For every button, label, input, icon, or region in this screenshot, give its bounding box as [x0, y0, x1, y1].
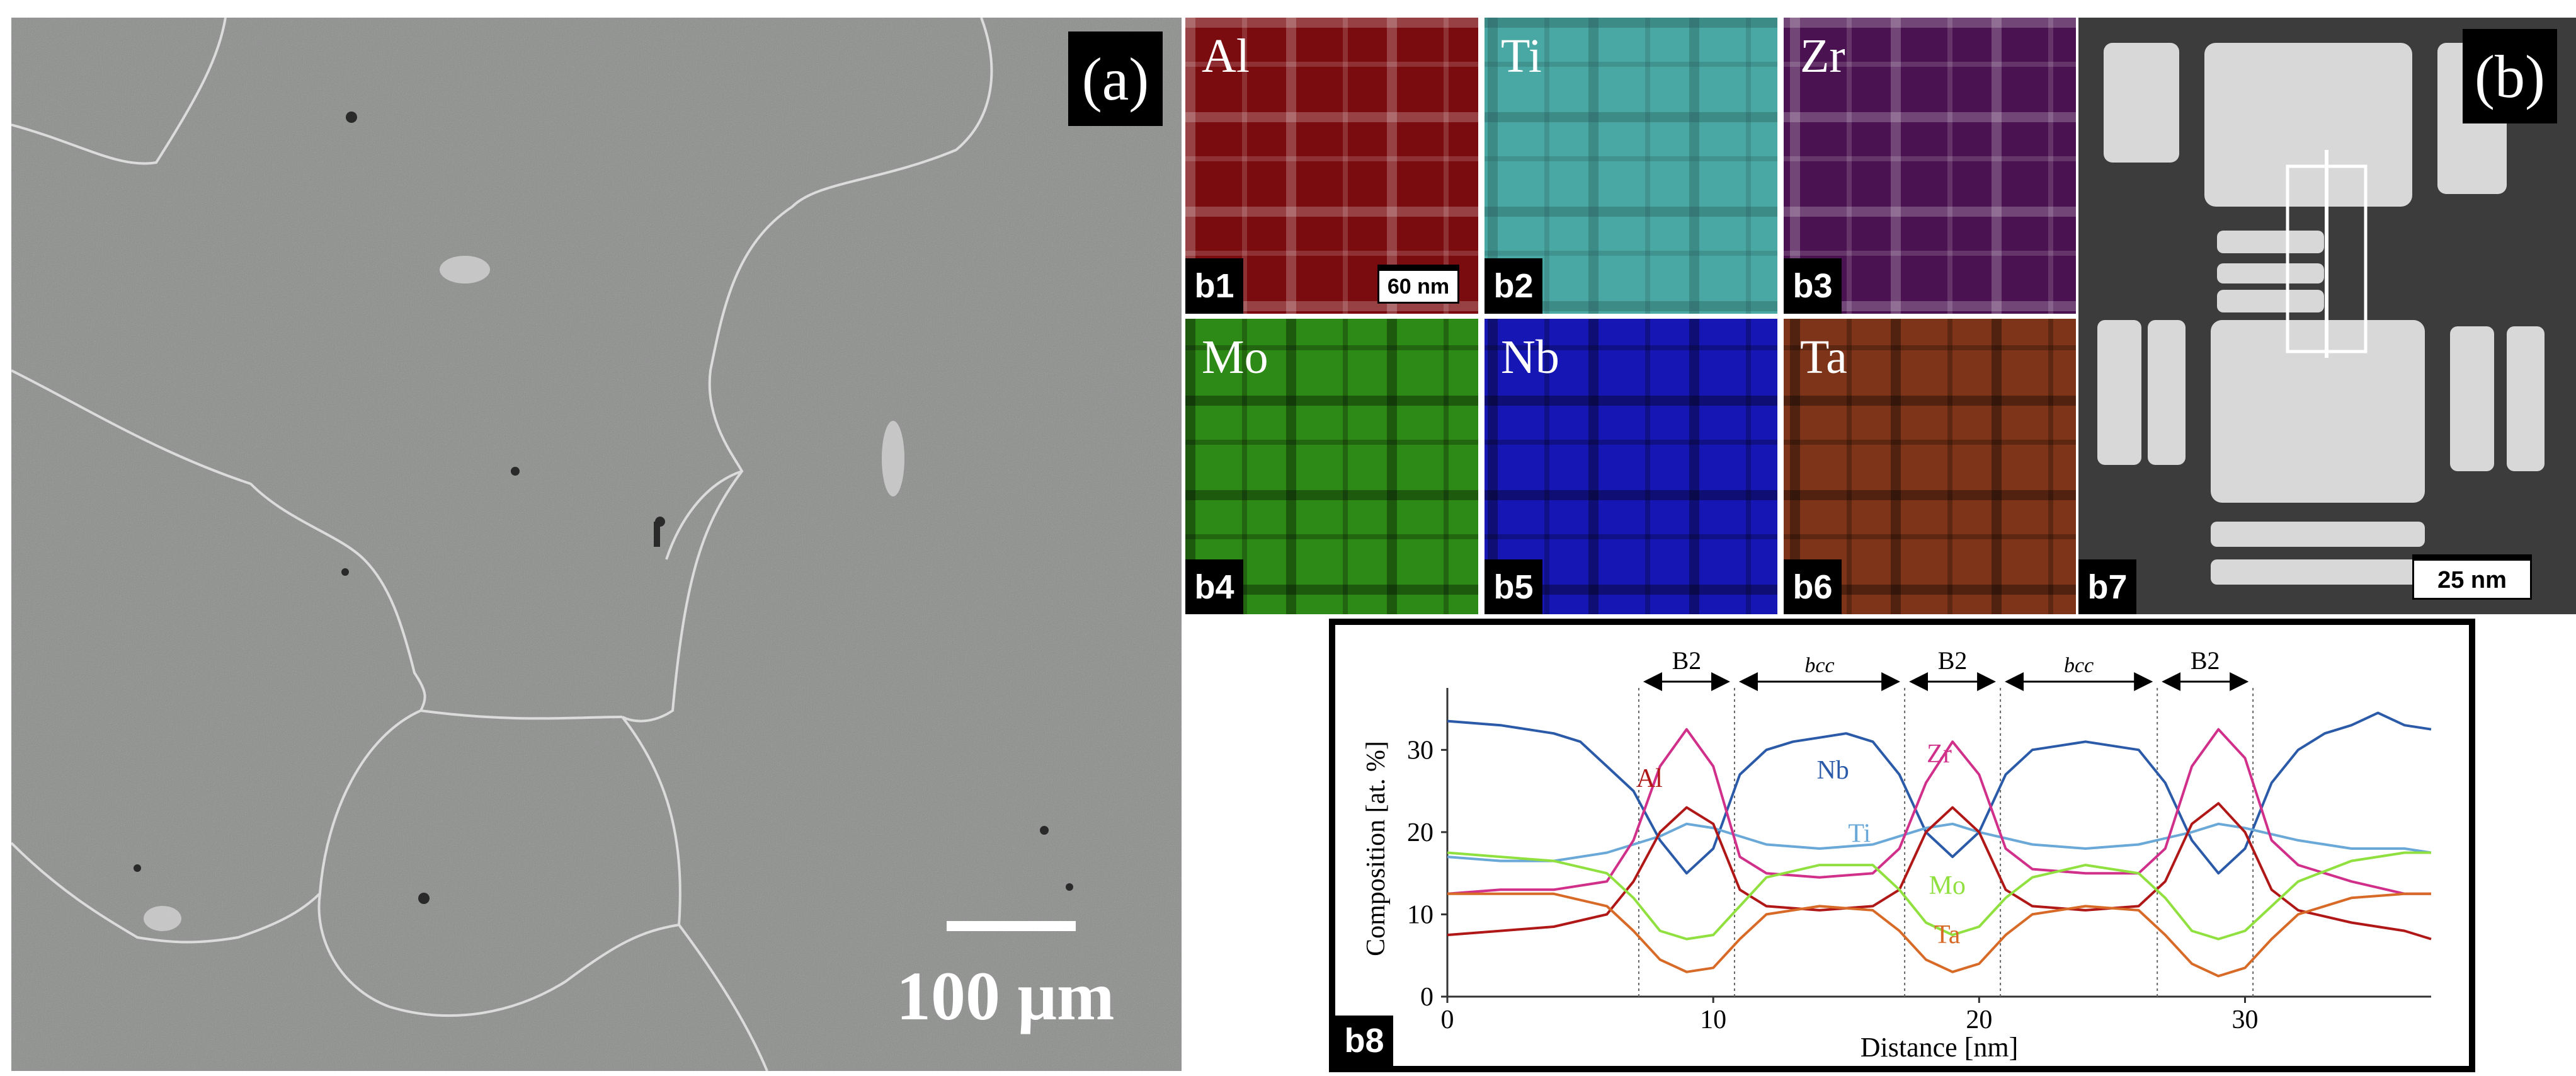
map-element-label: Nb: [1501, 331, 1559, 384]
x-axis-label: Distance [nm]: [1861, 1032, 2018, 1063]
x-tick-label: 10: [1700, 1005, 1726, 1034]
series-line-zr: [1447, 728, 2431, 895]
x-tick-label: 0: [1441, 1005, 1454, 1034]
composition-chart: B2 bcc B2 bcc B2 0 10 20 30 0 10 20 30 Distance [nm] C…: [1362, 646, 2432, 1063]
phase-label: B2: [1938, 646, 1968, 675]
map-element-label: Zr: [1800, 30, 1845, 83]
panel-a-label: (a): [1068, 31, 1163, 126]
map-scale-bar: 60 nm: [1377, 265, 1459, 304]
series-label-al: Al: [1636, 764, 1663, 793]
x-tick-label: 20: [1966, 1005, 1992, 1034]
series-line-ti: [1447, 822, 2432, 862]
map-id-tag: b4: [1185, 559, 1243, 614]
map-id-tag: b2: [1485, 258, 1542, 314]
haadf-scale-bar: 25 nm: [2412, 554, 2532, 600]
scale-bar: [947, 921, 1076, 931]
panel-b-label: (b): [2463, 29, 2557, 123]
map-id-tag: b7: [2078, 559, 2136, 614]
series-line-ta: [1447, 892, 2431, 978]
series-line-al: [1447, 802, 2432, 941]
series-label-ta: Ta: [1934, 920, 1961, 949]
haadf-image-b7: (b) b7 25 nm: [2078, 18, 2576, 614]
scale-bar-label: 100 μm: [896, 958, 1115, 1034]
y-tick-label: 0: [1420, 983, 1433, 1012]
phase-label: B2: [1672, 646, 1702, 675]
series-label-ti: Ti: [1848, 820, 1871, 849]
y-axis-label: Composition [at. %]: [1362, 741, 1391, 956]
map-element-label: Mo: [1202, 331, 1268, 384]
sem-micrograph-panel-a: (a) 100 μm: [11, 18, 1182, 1071]
map-id-tag: b1: [1185, 258, 1243, 314]
series-line-nb: [1447, 711, 2432, 875]
series-label-nb: Nb: [1816, 756, 1849, 785]
map-element-label: Ti: [1501, 30, 1542, 83]
y-tick-label: 20: [1407, 818, 1433, 847]
y-tick-label: 30: [1407, 736, 1433, 765]
phase-label: bcc: [1804, 654, 1834, 677]
composition-profile-b8: B2 bcc B2 bcc B2 0 10 20 30 0 10 20 30 Distance [nm] C…: [1329, 619, 2475, 1072]
y-tick-label: 10: [1407, 900, 1433, 929]
phase-label: B2: [2191, 646, 2220, 675]
map-id-tag: b8: [1335, 1016, 1393, 1066]
map-id-tag: b5: [1485, 559, 1542, 614]
map-id-tag: b3: [1784, 258, 1842, 314]
grain-boundary-map: [11, 18, 1182, 1071]
series-label-zr: Zr: [1927, 740, 1952, 769]
eds-map-backgrounds: [1185, 18, 2076, 614]
map-id-tag: b6: [1784, 559, 1842, 614]
phase-label: bcc: [2064, 654, 2094, 677]
series-line-mo: [1447, 851, 2431, 941]
eds-map-grid: Al Ti Zr Mo Nb Ta b1 b2 b3 b4 b5 b6 60 n…: [1185, 18, 2076, 614]
x-tick-label: 30: [2231, 1005, 2258, 1034]
map-element-label: Al: [1202, 30, 1250, 83]
map-ta: [1784, 319, 2076, 614]
map-element-label: Ta: [1800, 331, 1847, 384]
series-label-mo: Mo: [1929, 871, 1965, 900]
map-ti: [1485, 18, 1777, 314]
